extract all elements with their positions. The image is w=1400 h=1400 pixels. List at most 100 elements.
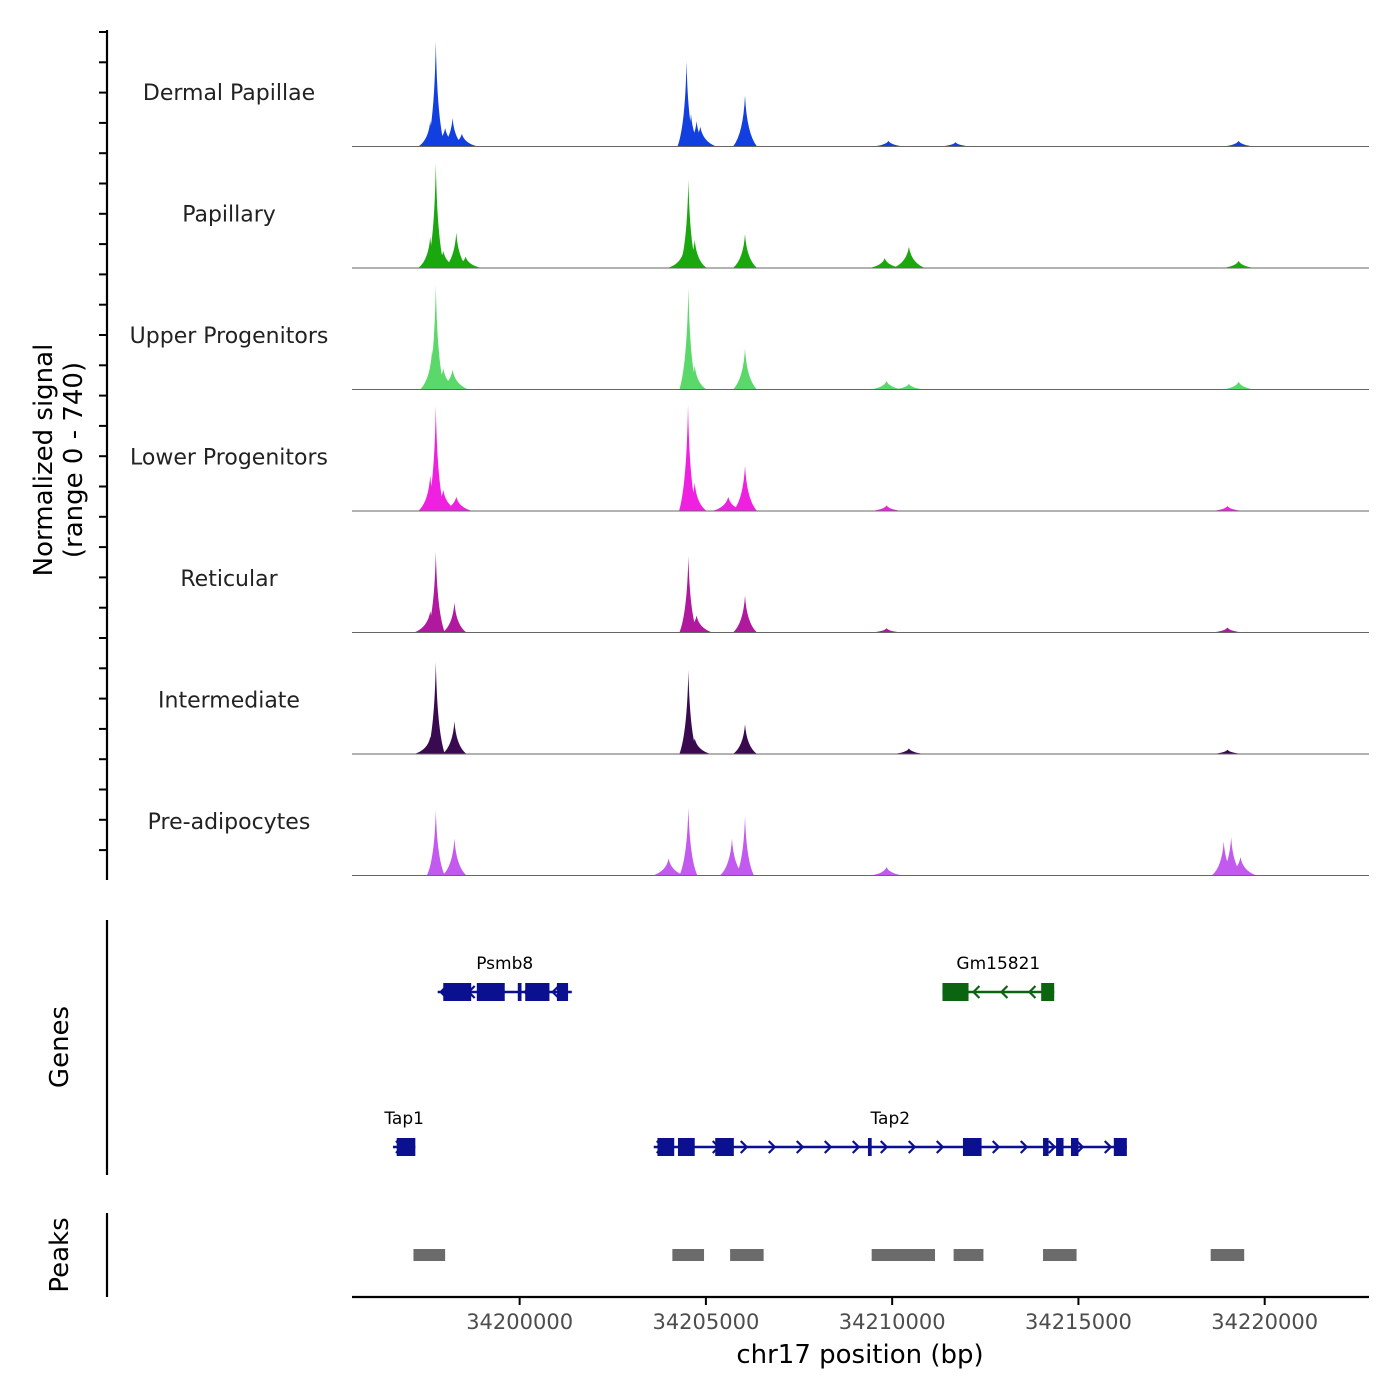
signal-peak bbox=[1211, 506, 1244, 511]
signal-peak bbox=[420, 349, 445, 390]
signal-peak bbox=[426, 284, 445, 390]
gene-exon bbox=[517, 983, 522, 1001]
strand-arrow bbox=[739, 1140, 749, 1154]
gene-tap2: Tap2 bbox=[653, 1109, 1127, 1156]
signal-peak bbox=[733, 595, 758, 633]
signal-peak bbox=[1211, 841, 1236, 876]
signal-peak bbox=[426, 406, 445, 511]
signal-peak bbox=[1224, 857, 1257, 876]
strand-arrow bbox=[1019, 1140, 1029, 1154]
signal-peak bbox=[418, 120, 443, 147]
signal-peak bbox=[426, 810, 445, 876]
strand-arrow bbox=[879, 1140, 889, 1154]
strand-arrow bbox=[795, 1140, 805, 1154]
track-pre-adipocytes bbox=[352, 807, 1369, 877]
track-dermal-papillae bbox=[352, 41, 1369, 148]
signal-peak bbox=[719, 838, 744, 876]
strand-arrow bbox=[551, 985, 560, 999]
gene-label: Psmb8 bbox=[476, 954, 533, 974]
signal-peak bbox=[712, 496, 745, 511]
gene-exon bbox=[525, 983, 550, 1001]
gene-exon bbox=[1056, 1138, 1064, 1156]
signal-peak bbox=[679, 404, 698, 511]
signal-peak bbox=[682, 482, 707, 511]
signal-peak bbox=[679, 807, 698, 876]
x-tick-label: 34215000 bbox=[1025, 1310, 1132, 1334]
signal-peak bbox=[680, 615, 713, 633]
track-label: Upper Progenitors bbox=[130, 324, 329, 349]
signal-peak bbox=[436, 369, 469, 390]
coverage-y-ticks bbox=[99, 31, 107, 852]
signal-peak bbox=[733, 233, 758, 268]
signal-peak bbox=[892, 246, 925, 268]
signal-peak bbox=[684, 120, 709, 147]
track-label: Pre-adipocytes bbox=[148, 810, 311, 835]
track-lower-progenitors bbox=[352, 404, 1369, 512]
gene-exon bbox=[556, 983, 569, 1001]
signal-peak bbox=[872, 140, 905, 147]
signal-peak bbox=[426, 661, 445, 754]
strand-arrow bbox=[991, 1140, 1001, 1154]
strand-arrow bbox=[935, 1140, 945, 1154]
strand-arrow bbox=[1047, 1140, 1057, 1154]
signal-peak bbox=[1219, 837, 1244, 876]
genes-panel-label: Genes bbox=[45, 1006, 75, 1088]
peaks-panel bbox=[413, 1249, 1245, 1261]
gene-psmb8: Psmb8 bbox=[437, 954, 572, 1001]
peak-region bbox=[730, 1249, 764, 1261]
track-papillary bbox=[352, 163, 1369, 269]
gene-exon bbox=[443, 983, 472, 1001]
signal-peak bbox=[444, 232, 469, 268]
signal-peak bbox=[939, 142, 972, 147]
signal-peak bbox=[678, 738, 711, 754]
signal-peak bbox=[426, 551, 445, 633]
track-label: Reticular bbox=[180, 567, 278, 592]
gene-exon bbox=[1113, 1138, 1127, 1156]
signal-peak bbox=[870, 380, 903, 390]
signal-peak bbox=[733, 465, 758, 511]
peak-region bbox=[672, 1249, 705, 1261]
signal-peak bbox=[1211, 749, 1244, 754]
signal-peak bbox=[679, 287, 698, 390]
signal-peak bbox=[427, 250, 460, 268]
y-axis-title-line2: (range 0 - 740) bbox=[59, 362, 89, 558]
signal-peak bbox=[667, 250, 700, 268]
signal-peak bbox=[414, 611, 447, 633]
x-tick-label: 34220000 bbox=[1211, 1310, 1318, 1334]
peak-region bbox=[1210, 1249, 1245, 1261]
signal-peak bbox=[442, 838, 467, 876]
signal-peak bbox=[733, 348, 758, 390]
gene-exon bbox=[657, 1138, 675, 1156]
track-upper-progenitors bbox=[352, 284, 1369, 391]
signal-peak bbox=[1222, 140, 1255, 147]
signal-peak bbox=[736, 815, 755, 876]
strand-arrow bbox=[999, 985, 1009, 999]
peak-region bbox=[1043, 1249, 1077, 1261]
gene-exon bbox=[1043, 1138, 1049, 1156]
gene-exon bbox=[867, 1138, 872, 1156]
track-reticular bbox=[352, 551, 1369, 634]
strand-arrow bbox=[1103, 1140, 1113, 1154]
signal-peak bbox=[440, 496, 473, 511]
strand-arrow bbox=[823, 1140, 833, 1154]
strand-arrow bbox=[851, 1140, 861, 1154]
signal-peak bbox=[427, 368, 460, 390]
signal-peak bbox=[682, 239, 707, 268]
signal-peak bbox=[870, 505, 903, 511]
peak-region bbox=[953, 1249, 984, 1261]
gene-exon bbox=[677, 1138, 695, 1156]
signal-peak bbox=[427, 489, 460, 511]
signal-peak bbox=[418, 236, 443, 268]
signal-peak bbox=[892, 748, 925, 754]
signal-peak bbox=[418, 475, 443, 511]
gene-exon bbox=[476, 983, 505, 1001]
gene-label: Gm15821 bbox=[956, 954, 1040, 974]
x-tick-label: 34200000 bbox=[466, 1310, 573, 1334]
track-label: Lower Progenitors bbox=[130, 446, 328, 471]
track-intermediate bbox=[352, 661, 1369, 755]
signal-peak bbox=[440, 118, 465, 147]
signal-peak bbox=[445, 133, 478, 147]
strand-arrow bbox=[971, 985, 981, 999]
signal-peak bbox=[426, 163, 445, 268]
